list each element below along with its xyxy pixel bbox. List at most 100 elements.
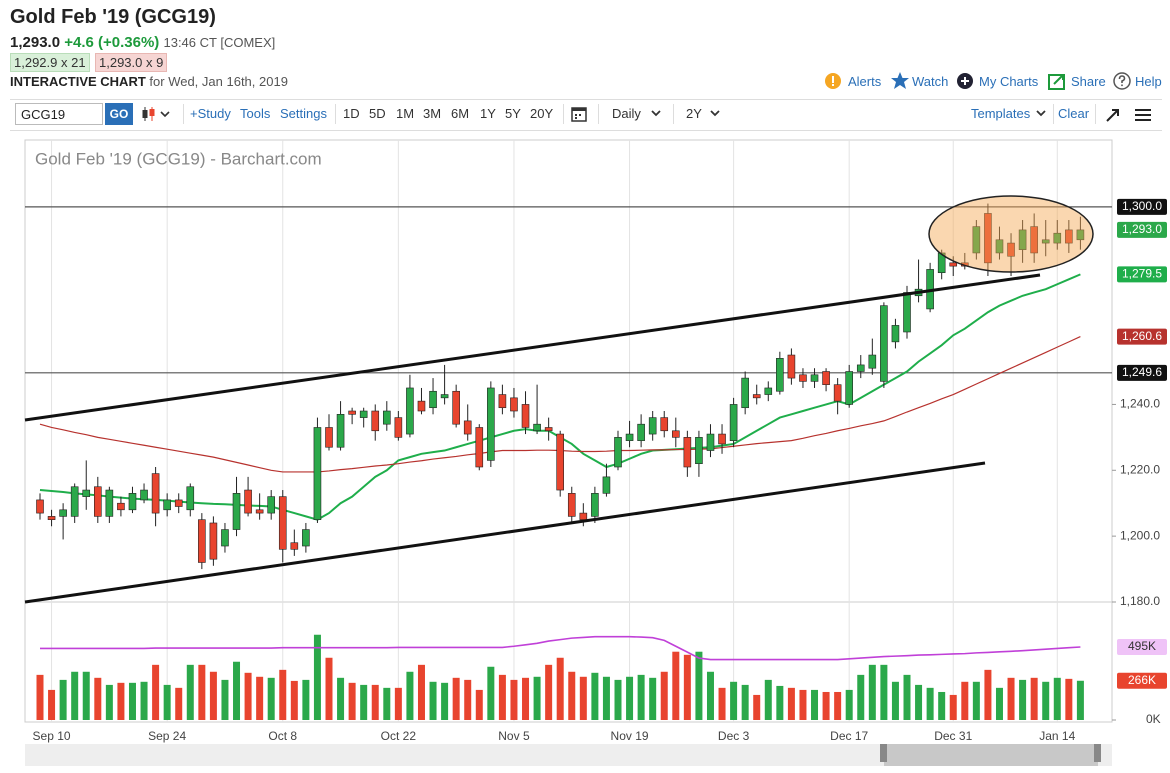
axis-flag	[1117, 266, 1167, 283]
candle-body	[521, 404, 530, 428]
volume-bar	[568, 671, 576, 720]
mycharts-icon[interactable]	[956, 72, 976, 92]
dropdown-arrow[interactable]	[1035, 108, 1049, 120]
axis-flag-label: 1,279.5	[1122, 267, 1162, 281]
candle-body	[868, 354, 877, 369]
candle-body	[544, 427, 553, 432]
interval-select[interactable]: Daily	[612, 106, 641, 121]
range-button[interactable]: 5Y	[505, 106, 521, 121]
help-link[interactable]: Help	[1135, 74, 1162, 89]
volume-bar	[59, 679, 67, 720]
x-tick-label: Nov 5	[498, 729, 530, 743]
scroll-thumb[interactable]	[884, 744, 1098, 766]
x-tick-label: Dec 3	[718, 729, 750, 743]
volume-bar	[834, 691, 842, 720]
volume-bar	[452, 677, 460, 720]
volume-bar	[533, 676, 541, 720]
range-button[interactable]: 6M	[451, 106, 470, 121]
candle-body	[637, 423, 645, 441]
period-select[interactable]: 2Y	[686, 106, 702, 121]
watch-icon[interactable]	[891, 71, 911, 91]
candle-body	[82, 489, 91, 497]
candle-body	[221, 529, 229, 547]
range-button[interactable]: 20Y	[530, 106, 554, 121]
candle-body	[487, 387, 495, 461]
open-interest-line	[40, 635, 1081, 661]
volume-bar	[649, 677, 657, 720]
candle-body	[336, 414, 345, 448]
volume-bar	[915, 684, 923, 720]
volume-bar	[614, 679, 622, 720]
watch-link[interactable]: Watch	[912, 74, 949, 89]
chart-type-button[interactable]	[140, 104, 174, 124]
candle-body	[174, 499, 183, 507]
volume-bar	[36, 674, 44, 720]
range-button[interactable]: 5D	[369, 106, 386, 121]
volume-bar	[811, 689, 819, 720]
trend-line	[24, 273, 1041, 422]
tools-button[interactable]: Tools	[240, 106, 271, 121]
alerts-link[interactable]: Alerts	[848, 74, 882, 89]
dropdown-arrow[interactable]	[709, 108, 723, 120]
candle-body	[371, 410, 380, 432]
separator	[563, 104, 564, 124]
menu-button[interactable]	[1134, 106, 1154, 124]
volume-bar	[152, 664, 160, 720]
range-button[interactable]: 1M	[396, 106, 415, 121]
volume-bar	[961, 681, 969, 720]
volume-bar	[891, 681, 899, 720]
candle-body	[880, 305, 888, 382]
axis-flag	[1117, 328, 1167, 345]
clear-button[interactable]: Clear	[1058, 106, 1090, 121]
dropdown-arrow[interactable]	[650, 108, 664, 120]
volume-bar	[868, 664, 876, 720]
candle-body	[163, 499, 171, 511]
candle-body	[972, 226, 981, 254]
volume-bar	[776, 685, 784, 720]
candle-body	[1041, 239, 1050, 244]
help-icon[interactable]	[1113, 72, 1133, 92]
templates-button[interactable]: Templates	[971, 106, 1031, 121]
volume-bar	[683, 654, 691, 720]
axis-flag-label: 1,260.6	[1122, 329, 1162, 343]
volume-bar	[313, 634, 321, 720]
draw-tool-button[interactable]	[1104, 106, 1122, 124]
study-button[interactable]: +Study	[190, 106, 231, 121]
go-button[interactable]: GO	[105, 103, 133, 125]
volume-bar	[117, 682, 125, 720]
volume-bar	[949, 694, 957, 720]
candle-body	[406, 387, 414, 435]
scroll-handle[interactable]	[880, 744, 887, 762]
candle-body	[845, 371, 854, 405]
symbol-input[interactable]: GCG19	[15, 103, 103, 125]
scrollbar[interactable]	[25, 744, 1112, 766]
share-link[interactable]: Share	[1071, 74, 1106, 89]
x-tick-label: Dec 17	[830, 729, 868, 743]
calendar-button[interactable]	[571, 105, 589, 123]
candle-body	[267, 496, 276, 514]
candle-body	[822, 371, 830, 385]
candle-body	[498, 394, 507, 409]
separator	[673, 104, 674, 124]
share-icon[interactable]	[1048, 72, 1068, 92]
volume-bar	[163, 684, 171, 720]
ask: 1,293.0 x 9	[95, 53, 168, 72]
scroll-handle[interactable]	[1094, 744, 1101, 762]
mycharts-link[interactable]: My Charts	[979, 74, 1039, 89]
range-button[interactable]: 1Y	[480, 106, 496, 121]
volume-bar	[1007, 677, 1015, 720]
volume-bar	[857, 674, 865, 720]
change-pct: (+0.36%)	[98, 34, 160, 51]
range-button[interactable]: 1D	[343, 106, 360, 121]
candle-body	[302, 529, 310, 547]
volume-bar	[938, 691, 946, 720]
volume-bar	[175, 687, 183, 720]
range-button[interactable]: 3M	[423, 106, 442, 121]
alerts-icon[interactable]	[824, 72, 844, 92]
candle-body	[59, 509, 67, 517]
chart-date: for Wed, Jan 16th, 2019	[149, 74, 288, 89]
volume-bar	[498, 674, 506, 720]
settings-button[interactable]: Settings	[280, 106, 327, 121]
axis-flag-label: 1,300.0	[1122, 199, 1162, 213]
